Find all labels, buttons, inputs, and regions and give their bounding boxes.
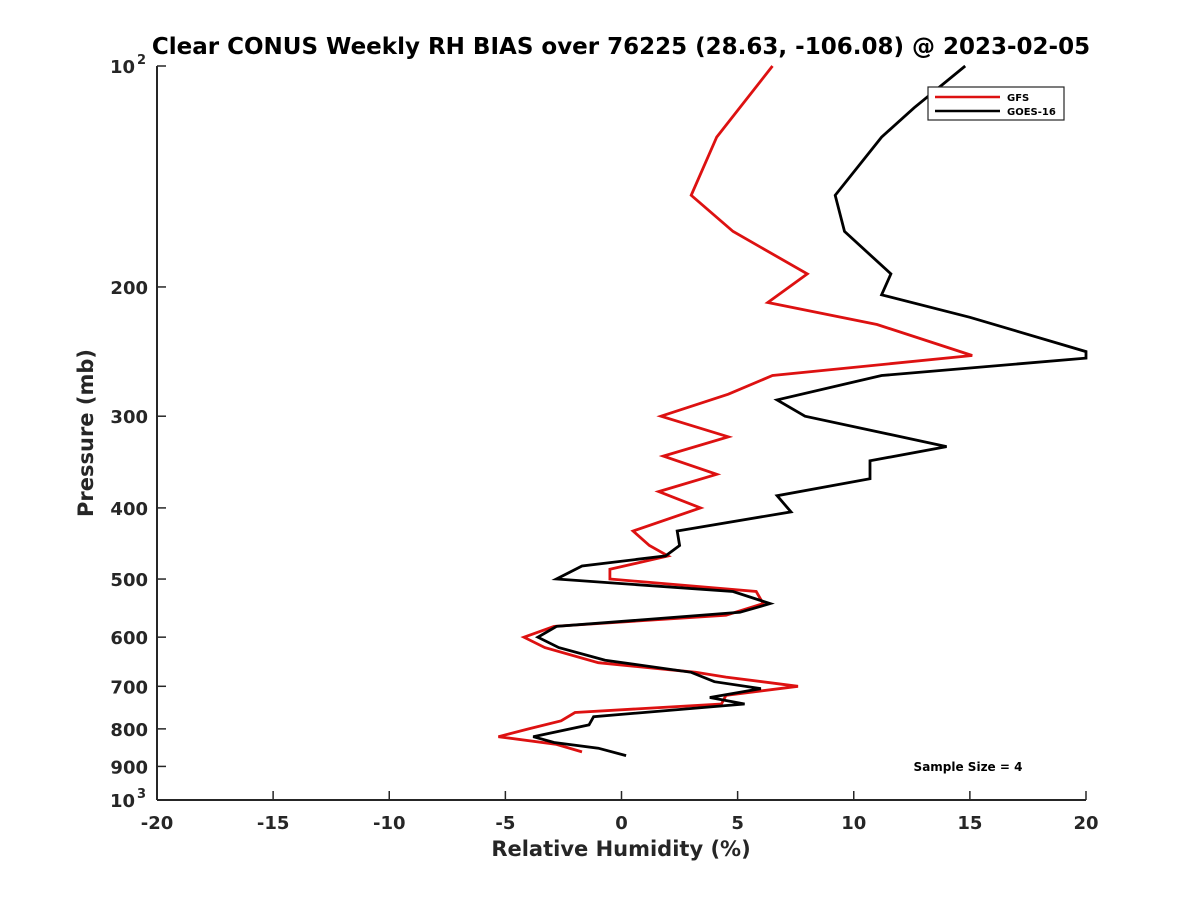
y-tick-label: 500: [110, 570, 148, 591]
sample-size-annotation: Sample Size = 4: [914, 760, 1023, 774]
y-axis-label: Pressure (mb): [74, 349, 98, 517]
y-tick-label: 900: [110, 757, 148, 778]
y-tick-exponent: 3: [137, 787, 146, 802]
y-tick-label: 300: [110, 407, 148, 428]
x-tick-label: -15: [257, 813, 290, 834]
x-ticks: -20 -15 -10 -5 0 5 10 15 20: [141, 791, 1099, 834]
axes: [156, 66, 1086, 801]
chart-title: Clear CONUS Weekly RH BIAS over 76225 (2…: [152, 34, 1090, 60]
y-tick-exponent: 2: [137, 53, 146, 68]
legend-box: [927, 86, 1065, 121]
series-layer: [498, 64, 1088, 757]
x-tick-label: 5: [731, 813, 744, 834]
x-tick-label: 0: [615, 813, 628, 834]
x-tick-label: -20: [141, 813, 174, 834]
x-tick-label: -5: [495, 813, 515, 834]
x-tick-label: 15: [957, 813, 982, 834]
x-tick-label: 20: [1073, 813, 1098, 834]
legend-label-gfs: GFS: [1007, 93, 1029, 104]
y-tick-label: 10: [110, 791, 135, 812]
series-line-gfs: [498, 65, 973, 754]
y-tick-label: 800: [110, 720, 148, 741]
legend-label-goes-16: GOES-16: [1007, 107, 1056, 118]
x-axis-label: Relative Humidity (%): [491, 837, 750, 861]
x-tick-label: 10: [841, 813, 866, 834]
y-tick-label: 600: [110, 628, 148, 649]
x-tick-label: -10: [373, 813, 406, 834]
legend: GFS GOES-16: [927, 86, 1065, 121]
y-tick-label: 700: [110, 677, 148, 698]
series-line-goes-16: [532, 64, 1088, 757]
y-tick-label: 10: [110, 57, 135, 78]
y-tick-label: 200: [110, 278, 148, 299]
y-tick-label: 400: [110, 499, 148, 520]
